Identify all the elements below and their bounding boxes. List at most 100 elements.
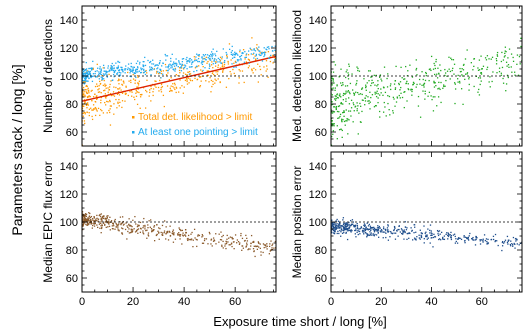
data-point xyxy=(504,46,507,48)
data-point xyxy=(425,71,427,74)
data-point xyxy=(205,56,207,58)
data-point xyxy=(260,254,262,256)
data-point xyxy=(179,234,181,236)
data-point xyxy=(116,72,119,74)
data-point xyxy=(489,76,491,78)
data-point xyxy=(253,250,255,252)
data-point xyxy=(266,48,268,51)
data-point xyxy=(99,80,101,83)
data-point xyxy=(172,241,175,243)
data-point xyxy=(351,89,354,91)
data-point xyxy=(366,235,369,237)
data-point xyxy=(103,78,105,80)
data-point xyxy=(91,67,94,69)
data-point xyxy=(134,98,136,101)
data-point xyxy=(267,46,270,48)
data-point xyxy=(377,87,379,90)
data-point xyxy=(240,234,242,237)
data-point xyxy=(202,235,204,237)
data-point xyxy=(204,53,207,56)
data-point xyxy=(472,236,474,239)
data-point xyxy=(221,245,223,248)
data-point xyxy=(108,73,110,76)
data-point xyxy=(118,223,120,225)
x-tick-label: 20 xyxy=(375,296,387,308)
data-point xyxy=(108,219,110,221)
data-point xyxy=(354,226,356,228)
data-point xyxy=(91,109,93,111)
data-point xyxy=(398,82,400,85)
data-point xyxy=(130,62,132,65)
data-point xyxy=(376,227,379,229)
data-point xyxy=(438,230,441,232)
data-point xyxy=(331,223,334,225)
data-point xyxy=(105,226,107,229)
data-point xyxy=(175,73,177,76)
data-point xyxy=(179,228,181,231)
data-point xyxy=(510,245,512,247)
data-point xyxy=(336,225,339,227)
data-point xyxy=(170,77,172,79)
data-point xyxy=(89,73,91,75)
data-point xyxy=(480,55,482,57)
data-point xyxy=(183,86,185,88)
data-point xyxy=(204,67,206,69)
data-point xyxy=(204,238,206,240)
data-point xyxy=(331,112,334,114)
data-point xyxy=(463,236,465,238)
data-point xyxy=(220,62,222,64)
data-point xyxy=(119,101,121,104)
data-point xyxy=(424,93,426,95)
data-point xyxy=(274,45,276,47)
data-point xyxy=(107,91,109,93)
data-point xyxy=(225,242,228,245)
y-tick-label: 140 xyxy=(309,15,327,27)
data-point xyxy=(412,84,414,86)
data-point xyxy=(106,76,108,78)
data-point xyxy=(179,87,181,89)
data-point xyxy=(478,88,480,91)
data-point xyxy=(438,238,441,240)
data-point xyxy=(338,222,341,224)
data-point xyxy=(82,115,85,117)
data-point xyxy=(348,74,350,76)
data-point xyxy=(347,227,350,229)
data-point xyxy=(367,228,370,230)
data-point xyxy=(172,233,175,235)
data-point xyxy=(425,234,427,236)
data-point xyxy=(104,73,106,75)
data-point xyxy=(103,70,105,72)
data-point xyxy=(235,66,237,68)
data-point xyxy=(348,223,350,226)
data-point xyxy=(112,223,115,225)
data-point xyxy=(386,230,389,232)
data-point xyxy=(346,227,349,230)
data-point xyxy=(177,66,179,68)
y-tick-label: 80 xyxy=(315,245,327,257)
data-point xyxy=(210,59,212,61)
data-point xyxy=(253,52,255,54)
data-point xyxy=(407,232,409,235)
data-point xyxy=(459,82,461,84)
data-point xyxy=(105,218,107,220)
data-point xyxy=(258,53,260,56)
data-point xyxy=(88,223,90,225)
data-point xyxy=(242,49,245,51)
data-point xyxy=(108,222,110,224)
data-point xyxy=(355,84,357,86)
data-point xyxy=(497,244,499,247)
data-point xyxy=(152,229,154,232)
data-point xyxy=(88,73,90,75)
data-point xyxy=(359,93,362,95)
data-point xyxy=(345,227,347,229)
data-point xyxy=(241,52,243,54)
data-point xyxy=(201,61,203,63)
data-point xyxy=(86,73,88,75)
data-point xyxy=(496,55,499,57)
data-point xyxy=(519,63,521,65)
data-point xyxy=(501,240,504,243)
data-point xyxy=(364,228,367,230)
data-point xyxy=(146,91,148,93)
data-point xyxy=(125,85,127,87)
data-point xyxy=(242,247,245,249)
